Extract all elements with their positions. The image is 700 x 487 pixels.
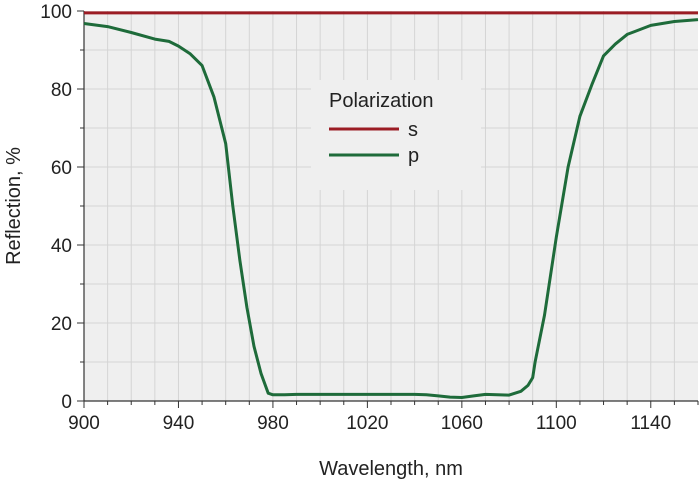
y-tick-label: 100 <box>40 2 72 23</box>
x-axis-title: Wavelength, nm <box>319 458 463 480</box>
y-tick-label: 0 <box>61 392 72 413</box>
y-tick-label: 80 <box>51 80 72 101</box>
legend-label-p: p <box>408 145 419 167</box>
tick-labels: 900 940 980 1020 1060 1100 1140 0 20 40 60 80 100 <box>40 2 671 434</box>
series-line-p <box>83 18 699 399</box>
legend-background <box>311 80 481 190</box>
x-tick-label: 940 <box>163 413 195 434</box>
x-tick-label: 1020 <box>346 413 388 434</box>
x-tick-label: 1060 <box>441 413 483 434</box>
y-tick-label: 20 <box>51 314 72 335</box>
legend-label-s: s <box>408 119 418 141</box>
y-tick-label: 60 <box>51 158 72 179</box>
x-tick-label: 900 <box>68 413 100 434</box>
legend-title: Polarization <box>329 90 434 112</box>
grid <box>84 11 698 401</box>
y-tick-label: 40 <box>51 236 72 257</box>
x-tick-label: 1100 <box>536 413 577 434</box>
legend: Polarization s p <box>311 80 481 190</box>
y-axis-title: Reflection, % <box>3 147 25 265</box>
x-tick-label: 980 <box>257 413 289 434</box>
series-lines <box>83 11 699 399</box>
x-tick-label: 1140 <box>630 413 671 434</box>
axes <box>77 10 699 408</box>
